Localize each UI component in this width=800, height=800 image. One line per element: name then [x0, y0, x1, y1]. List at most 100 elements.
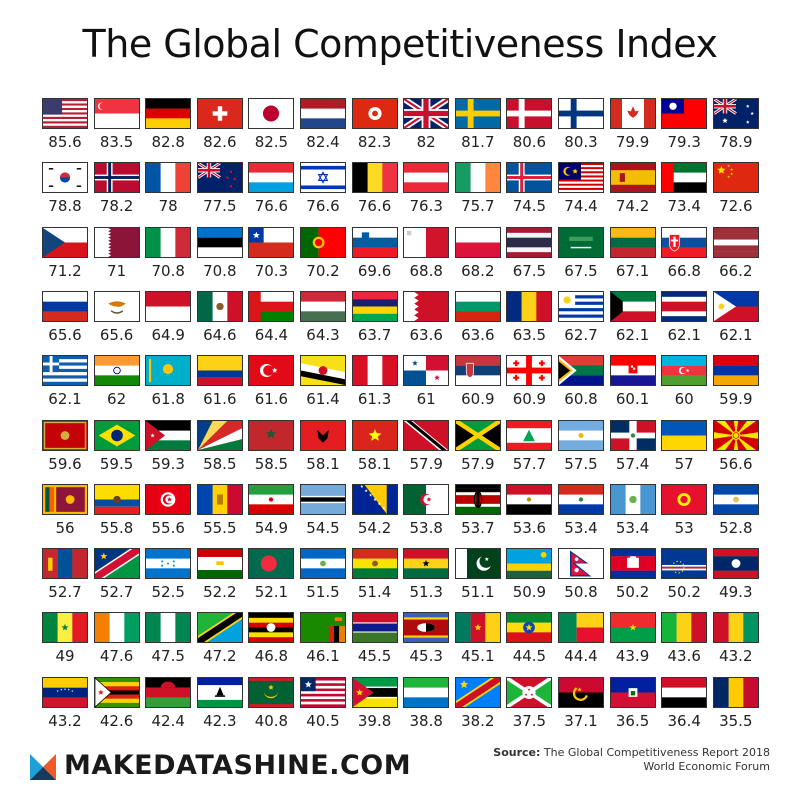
score-value: 54.2	[357, 518, 392, 537]
flag-ba-icon	[351, 483, 398, 515]
score-value: 65.6	[48, 325, 82, 344]
flag-cell: 57.5	[558, 419, 608, 480]
flag-cell: 71.2	[42, 226, 92, 287]
score-value: 61.6	[254, 390, 289, 409]
flag-pl-icon	[454, 226, 501, 258]
score-value: 58.1	[306, 454, 340, 473]
flag-cell: 51.4	[351, 548, 402, 608]
flag-ph-icon	[712, 290, 759, 322]
flag-cy-icon	[93, 290, 140, 322]
flag-cell: 85.6	[42, 98, 92, 158]
source-note: Source: The Global Competitiveness Repor…	[493, 746, 770, 774]
flag-cell: 36.4	[661, 676, 711, 737]
flag-cell: 70.8	[196, 226, 247, 287]
flag-cell: 50.2	[661, 548, 711, 608]
flag-gn-icon	[712, 612, 759, 644]
flag-za-icon	[558, 355, 604, 387]
flag-cell: 44.4	[558, 612, 608, 672]
flag-cell: 39.8	[351, 676, 402, 737]
flag-fi-icon	[558, 98, 604, 129]
flag-cell: 52.7	[93, 548, 144, 608]
score-value: 60	[674, 390, 694, 409]
score-value: 64.4	[254, 325, 289, 344]
score-value: 52.8	[719, 518, 753, 537]
score-value: 43.2	[719, 647, 753, 666]
flag-cell: 61.6	[196, 355, 247, 415]
flag-jo-icon	[145, 419, 192, 451]
flag-cell: 62.1	[609, 290, 660, 351]
flag-cell: 74.4	[558, 162, 608, 222]
flag-cell: 51.3	[403, 548, 453, 608]
page-title: The Global Competitiveness Index	[82, 22, 718, 66]
score-value: 53	[674, 518, 694, 537]
score-value: 63.6	[409, 325, 443, 344]
flag-sl-icon	[403, 676, 450, 708]
flag-cell: 50.8	[558, 548, 608, 608]
flag-cell: 82.3	[351, 98, 402, 158]
flag-vn-icon	[351, 419, 398, 451]
flag-cell: 61	[403, 355, 453, 415]
flag-bh-icon	[403, 290, 450, 322]
score-value: 44.4	[564, 647, 598, 666]
flag-se-icon	[454, 98, 501, 129]
score-value: 82.3	[357, 133, 392, 151]
flag-cell: 43.9	[609, 612, 660, 672]
flag-cell: 49	[42, 612, 92, 672]
flag-pe-icon	[351, 355, 398, 387]
flag-cell: 50.2	[609, 548, 660, 608]
flag-ye-icon	[661, 676, 708, 708]
score-value: 69.6	[357, 261, 392, 280]
score-value: 36.4	[667, 711, 701, 730]
flag-ca-icon	[609, 98, 656, 129]
flag-lr-icon	[300, 676, 346, 708]
score-value: 70.8	[203, 261, 237, 280]
score-value: 49.3	[719, 583, 753, 602]
flag-lt-icon	[609, 226, 656, 258]
score-value: 81.7	[461, 133, 495, 151]
flag-br-icon	[93, 419, 140, 451]
flag-cell: 76.6	[248, 162, 298, 222]
score-value: 53.6	[512, 518, 547, 537]
flag-cell: 80.3	[558, 98, 608, 158]
flag-cell: 40.8	[248, 676, 298, 737]
flag-cell: 76.6	[300, 162, 350, 222]
flag-cell: 46.8	[248, 612, 298, 672]
score-value: 52.7	[99, 583, 134, 602]
flag-hu-icon	[300, 290, 346, 322]
flag-bn-icon	[300, 355, 346, 387]
flag-ch-icon	[196, 98, 243, 129]
flag-id-icon	[145, 290, 192, 322]
flag-na-icon	[93, 548, 140, 580]
score-value: 53.4	[564, 518, 598, 537]
flag-cell: 62.1	[661, 290, 711, 351]
score-value: 68.2	[461, 261, 495, 280]
flag-cell: 69.6	[351, 226, 402, 287]
flag-al-icon	[300, 419, 346, 451]
score-value: 76.6	[357, 197, 392, 216]
flag-cell: 68.8	[403, 226, 453, 287]
flag-mu-icon	[351, 290, 398, 322]
flag-us-icon	[42, 98, 88, 129]
score-value: 50.2	[615, 583, 650, 602]
flag-hr-icon	[609, 355, 656, 387]
flag-cell: 65.6	[42, 290, 92, 351]
flag-py-icon	[558, 483, 604, 515]
score-value: 70.8	[151, 261, 185, 280]
flag-cell: 59.5	[93, 419, 144, 480]
score-value: 56.6	[719, 454, 753, 473]
score-value: 55.8	[99, 518, 134, 537]
flag-cell: 51.1	[454, 548, 505, 608]
flag-cell: 82.4	[300, 98, 350, 158]
flag-cell: 45.3	[403, 612, 453, 672]
flag-ci-icon	[93, 612, 140, 644]
flag-ht-icon	[609, 676, 656, 708]
score-value: 67.5	[564, 261, 598, 280]
score-value: 57	[674, 454, 694, 473]
score-value: 55.5	[203, 518, 237, 537]
score-value: 40.5	[306, 711, 340, 730]
flag-cell: 60	[661, 355, 711, 415]
score-value: 62.1	[615, 325, 650, 344]
score-value: 47.5	[151, 647, 185, 666]
score-value: 64.9	[151, 325, 185, 344]
flag-jm-icon	[454, 419, 501, 451]
